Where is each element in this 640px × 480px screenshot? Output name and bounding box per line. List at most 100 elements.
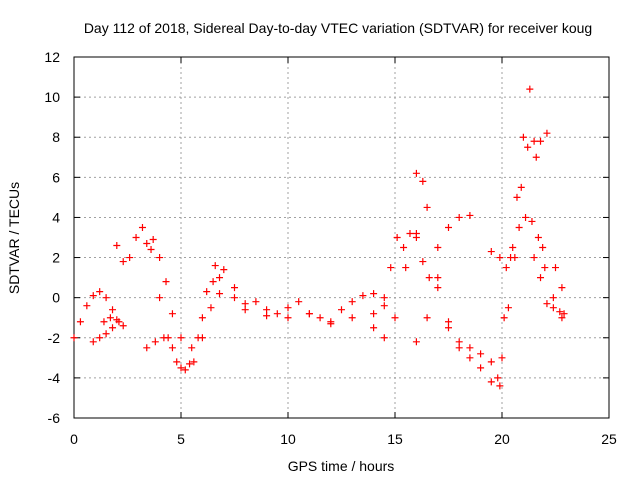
data-point bbox=[305, 310, 313, 318]
data-point bbox=[190, 358, 198, 366]
data-point bbox=[186, 360, 194, 368]
data-point bbox=[515, 223, 523, 231]
data-point bbox=[496, 254, 504, 262]
axis-ticks bbox=[73, 56, 610, 419]
data-point bbox=[252, 298, 260, 306]
series-trace-q bbox=[530, 254, 568, 318]
data-point bbox=[455, 344, 463, 352]
data-point bbox=[543, 300, 551, 308]
data-point bbox=[423, 314, 431, 322]
data-point bbox=[119, 258, 127, 266]
data-point bbox=[113, 242, 121, 250]
x-tick-labels: 0 5 10 15 20 25 bbox=[70, 431, 617, 447]
data-point bbox=[263, 306, 271, 314]
data-point bbox=[156, 254, 164, 262]
x-tick-label: 10 bbox=[280, 431, 296, 447]
data-point bbox=[434, 244, 442, 252]
series-trace-m bbox=[412, 169, 427, 185]
data-point bbox=[534, 234, 542, 241]
data-point bbox=[412, 229, 420, 237]
y-tick-label: 0 bbox=[52, 290, 60, 306]
data-point bbox=[119, 322, 127, 330]
series-trace-f bbox=[147, 246, 224, 374]
data-point bbox=[138, 223, 146, 231]
data-point bbox=[387, 264, 395, 272]
data-point bbox=[380, 302, 388, 310]
data-point bbox=[83, 302, 91, 310]
data-point bbox=[348, 298, 356, 306]
y-tick-label: -6 bbox=[48, 410, 61, 426]
grid-lines bbox=[74, 57, 609, 418]
series-trace-j bbox=[380, 211, 474, 302]
data-point bbox=[149, 236, 157, 244]
data-point bbox=[466, 354, 474, 362]
series-trace-l bbox=[412, 284, 504, 390]
data-point bbox=[76, 318, 84, 326]
data-point bbox=[284, 314, 292, 322]
data-point bbox=[216, 290, 224, 298]
data-point bbox=[558, 314, 566, 322]
data-point bbox=[425, 274, 433, 282]
y-tick-label: -4 bbox=[48, 370, 61, 386]
data-point bbox=[113, 316, 121, 324]
data-point bbox=[412, 169, 420, 177]
series-trace-a bbox=[70, 288, 117, 342]
data-point bbox=[549, 304, 557, 312]
data-point bbox=[517, 183, 525, 191]
series-trace-r bbox=[552, 264, 566, 292]
data-points bbox=[70, 85, 568, 390]
series-trace-i bbox=[241, 306, 378, 328]
y-tick-label: -2 bbox=[48, 330, 61, 346]
data-point bbox=[504, 304, 512, 312]
data-point bbox=[552, 264, 559, 272]
series-trace-n bbox=[494, 85, 547, 382]
series-trace-p bbox=[487, 213, 566, 322]
data-point bbox=[487, 248, 495, 256]
data-point bbox=[162, 278, 170, 286]
data-point bbox=[498, 354, 506, 362]
data-point bbox=[537, 137, 545, 145]
x-tick-label: 0 bbox=[70, 431, 78, 447]
chart-title: Day 112 of 2018, Sidereal Day-to-day VTE… bbox=[84, 20, 592, 36]
data-point bbox=[273, 310, 281, 318]
data-point bbox=[220, 266, 228, 274]
data-point bbox=[102, 330, 110, 338]
data-point bbox=[530, 137, 538, 145]
series-trace-k bbox=[370, 203, 495, 386]
x-tick-label: 25 bbox=[601, 431, 617, 447]
data-point bbox=[509, 244, 517, 252]
data-point bbox=[477, 364, 485, 372]
data-point bbox=[284, 304, 292, 312]
data-point bbox=[106, 314, 114, 322]
x-tick-label: 5 bbox=[177, 431, 185, 447]
data-point bbox=[434, 274, 442, 282]
data-point bbox=[560, 310, 568, 318]
data-point bbox=[419, 258, 427, 266]
data-point bbox=[96, 288, 104, 296]
y-tick-label: 2 bbox=[52, 250, 60, 266]
data-point bbox=[151, 338, 159, 346]
data-point bbox=[541, 264, 549, 272]
data-point bbox=[513, 193, 521, 201]
data-point bbox=[241, 306, 249, 314]
data-point bbox=[466, 344, 474, 352]
data-point bbox=[466, 211, 474, 219]
data-point bbox=[188, 344, 196, 352]
data-point bbox=[528, 217, 536, 225]
data-point bbox=[194, 334, 202, 342]
series-trace-c bbox=[100, 314, 127, 330]
data-point bbox=[556, 308, 564, 316]
series-trace-h bbox=[216, 290, 388, 326]
data-point bbox=[445, 318, 452, 326]
data-point bbox=[477, 350, 485, 358]
series-trace-o bbox=[498, 129, 551, 362]
x-axis-label: GPS time / hours bbox=[288, 458, 395, 474]
y-tick-label: 6 bbox=[52, 169, 60, 185]
data-point bbox=[100, 318, 108, 326]
data-point bbox=[380, 334, 388, 342]
data-point bbox=[348, 314, 356, 322]
data-point bbox=[558, 284, 566, 292]
data-point bbox=[263, 312, 271, 320]
data-point bbox=[400, 244, 408, 252]
